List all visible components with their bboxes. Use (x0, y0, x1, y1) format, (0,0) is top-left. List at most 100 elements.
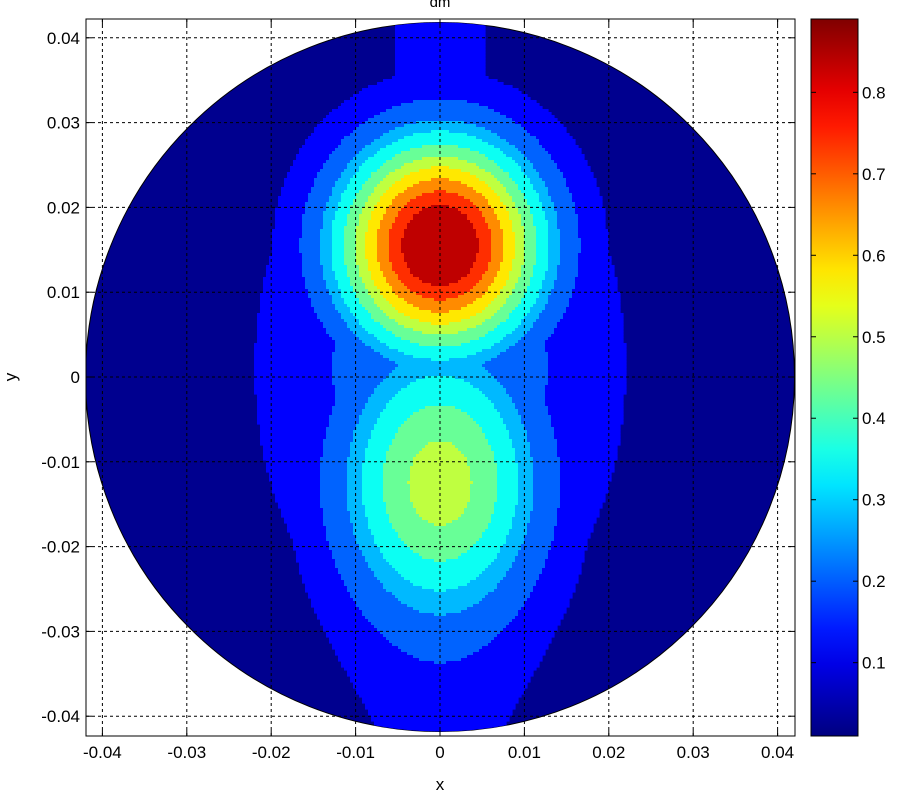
contour-cell (554, 151, 558, 155)
contour-cell (443, 64, 447, 68)
contour-cell (461, 148, 465, 152)
contour-cell (449, 64, 453, 68)
contour-cell (506, 112, 510, 116)
contour-cell (461, 85, 465, 89)
contour-cell (452, 97, 456, 101)
contour-cell (413, 37, 417, 41)
contour-cell (440, 34, 444, 38)
contour-cell (416, 160, 420, 164)
contour-cell (539, 157, 543, 161)
contour-cell (443, 58, 447, 62)
contour-cell (335, 172, 339, 176)
contour-cell (437, 55, 441, 59)
contour-cell (509, 124, 513, 128)
contour-cell (446, 73, 450, 77)
contour-cell (389, 160, 393, 164)
contour-cell (473, 157, 477, 161)
contour-cell (332, 130, 336, 134)
contour-cell (332, 148, 336, 152)
contour-cell (437, 79, 441, 83)
contour-cell (485, 91, 489, 95)
contour-cell (398, 163, 402, 167)
contour-cell (437, 148, 441, 152)
contour-cell (467, 64, 471, 68)
contour-cell (455, 97, 459, 101)
contour-cell (347, 130, 351, 134)
contour-cell (410, 103, 414, 107)
contour-cell (350, 172, 354, 176)
contour-cell (374, 103, 378, 107)
contour-cell (551, 124, 555, 128)
contour-cell (362, 172, 366, 176)
contour-cell (425, 25, 429, 29)
contour-cell (407, 22, 411, 26)
contour-cell (332, 136, 336, 140)
contour-cell (344, 145, 348, 149)
contour-cell (491, 91, 495, 95)
contour-cell (479, 142, 483, 146)
contour-cell (521, 127, 525, 131)
contour-cell (503, 124, 507, 128)
contour-cell (464, 34, 468, 38)
contour-cell (293, 169, 297, 173)
contour-cell (416, 28, 420, 32)
contour-cell (425, 85, 429, 89)
contour-cell (470, 106, 474, 110)
contour-cell (422, 151, 426, 155)
contour-cell (356, 148, 360, 152)
contour-cell (362, 106, 366, 110)
contour-cell (404, 163, 408, 167)
contour-cell (422, 58, 426, 62)
contour-cell (437, 157, 441, 161)
contour-cell (359, 133, 363, 137)
contour-cell (479, 106, 483, 110)
contour-cell (467, 25, 471, 29)
contour-cell (575, 166, 579, 170)
contour-cell (539, 118, 543, 122)
contour-cell (482, 154, 486, 158)
contour-cell (530, 151, 534, 155)
contour-bands (254, 22, 627, 732)
contour-cell (461, 73, 465, 77)
contour-cell (527, 133, 531, 137)
contour-cell (476, 118, 480, 122)
contour-cell (353, 166, 357, 170)
contour-cell (347, 109, 351, 113)
contour-cell (371, 151, 375, 155)
contour-cell (527, 118, 531, 122)
contour-cell (350, 109, 354, 113)
contour-cell (404, 151, 408, 155)
contour-cell (419, 121, 423, 125)
contour-cell (407, 157, 411, 161)
contour-cell (539, 139, 543, 143)
contour-cell (458, 94, 462, 98)
contour-cell (491, 97, 495, 101)
contour-cell (311, 151, 315, 155)
contour-cell (545, 112, 549, 116)
contour-cell (428, 112, 432, 116)
contour-cell (407, 34, 411, 38)
contour-cell (356, 151, 360, 155)
contour-cell (434, 46, 438, 50)
contour-cell (395, 109, 399, 113)
contour-cell (386, 91, 390, 95)
contour-cell (515, 100, 519, 104)
contour-cell (476, 163, 480, 167)
contour-cell (464, 130, 468, 134)
contour-cell (515, 142, 519, 146)
contour-cell (329, 127, 333, 131)
contour-cell (371, 94, 375, 98)
contour-cell (479, 154, 483, 158)
contour-cell (482, 34, 486, 38)
contour-cell (377, 121, 381, 125)
contour-cell (455, 130, 459, 134)
contour-cell (413, 82, 417, 86)
contour-cell (410, 163, 414, 167)
contour-cell (329, 154, 333, 158)
contour-cell (461, 58, 465, 62)
contour-cell (458, 97, 462, 101)
contour-cell (389, 169, 393, 173)
contour-cell (308, 151, 312, 155)
contour-cell (512, 109, 516, 113)
contour-cell (437, 121, 441, 125)
